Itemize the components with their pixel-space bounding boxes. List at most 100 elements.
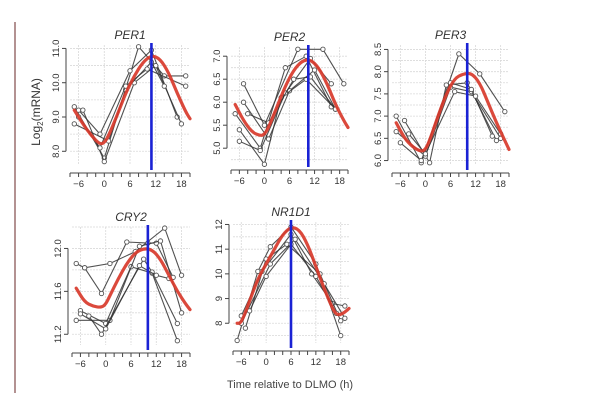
data-point xyxy=(502,109,508,115)
data-point xyxy=(452,89,458,95)
data-point xyxy=(127,68,133,74)
panel-cry2: 11.2 11.6 12.0 −6 0 6 12 18 CRY2 xyxy=(53,210,192,370)
data-point xyxy=(144,66,150,72)
y-tick-label: 11.6 xyxy=(53,282,64,300)
grid-per3 xyxy=(392,45,509,165)
y-tick-label: 10 xyxy=(214,269,225,280)
data-point xyxy=(183,73,189,79)
data-point xyxy=(472,93,479,99)
data-point xyxy=(174,320,181,327)
data-point xyxy=(240,99,247,105)
data-point xyxy=(178,310,185,316)
data-point xyxy=(397,140,404,146)
data-point xyxy=(178,121,185,127)
data-point xyxy=(101,158,107,165)
y-tick-label: 11.2 xyxy=(53,325,64,343)
data-point xyxy=(103,326,109,332)
data-point xyxy=(401,117,408,124)
x-tick-label: 12 xyxy=(470,179,481,190)
data-point xyxy=(98,331,105,337)
fitted-curve-per3 xyxy=(394,71,511,153)
data-point xyxy=(338,318,344,324)
data-point xyxy=(86,313,92,319)
data-point xyxy=(311,67,318,73)
x-tick-label: 6 xyxy=(448,179,453,190)
data-point xyxy=(267,261,273,267)
y-tick-label: 8.5 xyxy=(373,43,384,56)
x-tick-label: 12 xyxy=(309,176,320,187)
y-axis-label-main: Log xyxy=(29,126,43,146)
x-tick-label: 12 xyxy=(311,357,322,368)
data-point xyxy=(468,86,475,93)
y-tick-label: 6.5 xyxy=(212,73,223,86)
data-point xyxy=(393,129,399,135)
x-tick-label: −6 xyxy=(75,359,86,370)
x-axis-label: Time relative to DLMO (h) xyxy=(227,379,353,391)
y-tick-label: 9.0 xyxy=(51,110,62,123)
data-point xyxy=(342,303,348,309)
data-point xyxy=(456,51,462,57)
data-point xyxy=(236,127,243,133)
y-axis-label-subscript: 2 xyxy=(36,121,45,126)
data-point xyxy=(267,244,273,250)
data-point xyxy=(136,243,143,249)
data-point xyxy=(291,76,297,82)
data-point xyxy=(77,311,84,317)
x-tick-label: 0 xyxy=(263,357,268,368)
data-point xyxy=(232,111,238,117)
x-tick-label: 18 xyxy=(176,359,187,370)
data-point xyxy=(97,145,103,151)
panel-title-nr1d1: NR1D1 xyxy=(271,205,310,219)
data-point xyxy=(282,65,288,71)
y-tick-label: 11.0 xyxy=(51,40,62,58)
individual-trace xyxy=(88,258,178,336)
data-point xyxy=(320,46,326,52)
data-point xyxy=(71,104,77,110)
data-point xyxy=(73,317,79,323)
y-tick-label: 6.5 xyxy=(373,132,384,145)
data-point xyxy=(263,273,269,279)
x-tick-label: 18 xyxy=(335,357,346,368)
grid-cry2 xyxy=(72,226,190,345)
x-tick-label: 0 xyxy=(423,179,428,190)
x-tick-label: 18 xyxy=(176,179,187,190)
data-point xyxy=(135,44,142,50)
individual-trace xyxy=(80,266,178,341)
x-tick-label: 6 xyxy=(288,357,293,368)
y-tick-label: 10.0 xyxy=(51,73,62,92)
data-point xyxy=(443,82,449,88)
x-tick-label: 6 xyxy=(287,176,292,187)
y-tick-label: 9 xyxy=(214,296,225,301)
data-point xyxy=(261,122,268,128)
data-point xyxy=(245,111,251,117)
x-tick-label: 0 xyxy=(103,359,108,370)
data-point xyxy=(178,272,185,278)
data-point xyxy=(174,338,181,344)
x-tick-label: −6 xyxy=(73,179,84,190)
data-point xyxy=(183,83,189,89)
fitted-curve-per1 xyxy=(72,54,192,146)
x-tick-label: 12 xyxy=(150,179,161,190)
data-point xyxy=(338,332,344,339)
data-point xyxy=(257,147,263,154)
y-tick-label: 7.5 xyxy=(373,87,384,100)
y-tick-label: 6.0 xyxy=(212,96,223,109)
y-tick-label: 8.0 xyxy=(51,145,62,158)
data-point xyxy=(342,315,348,321)
data-point xyxy=(73,260,79,267)
data-point xyxy=(242,325,249,331)
individual-trace xyxy=(84,241,174,295)
y-tick-label: 7.0 xyxy=(212,50,223,63)
data-point xyxy=(489,133,495,139)
panel-nr1d1: 8 9 10 11 12 −6 0 6 12 18 NR1D1 xyxy=(214,205,351,368)
data-point xyxy=(493,137,500,144)
x-tick-label: −6 xyxy=(395,179,406,190)
data-point xyxy=(162,225,168,231)
data-point xyxy=(98,290,105,297)
y-tick-label: 5.5 xyxy=(212,119,223,132)
data-point xyxy=(107,260,113,267)
data-point xyxy=(328,81,334,87)
y-tick-label: 5.0 xyxy=(212,142,223,155)
data-point xyxy=(81,265,88,271)
data-point xyxy=(136,262,143,269)
